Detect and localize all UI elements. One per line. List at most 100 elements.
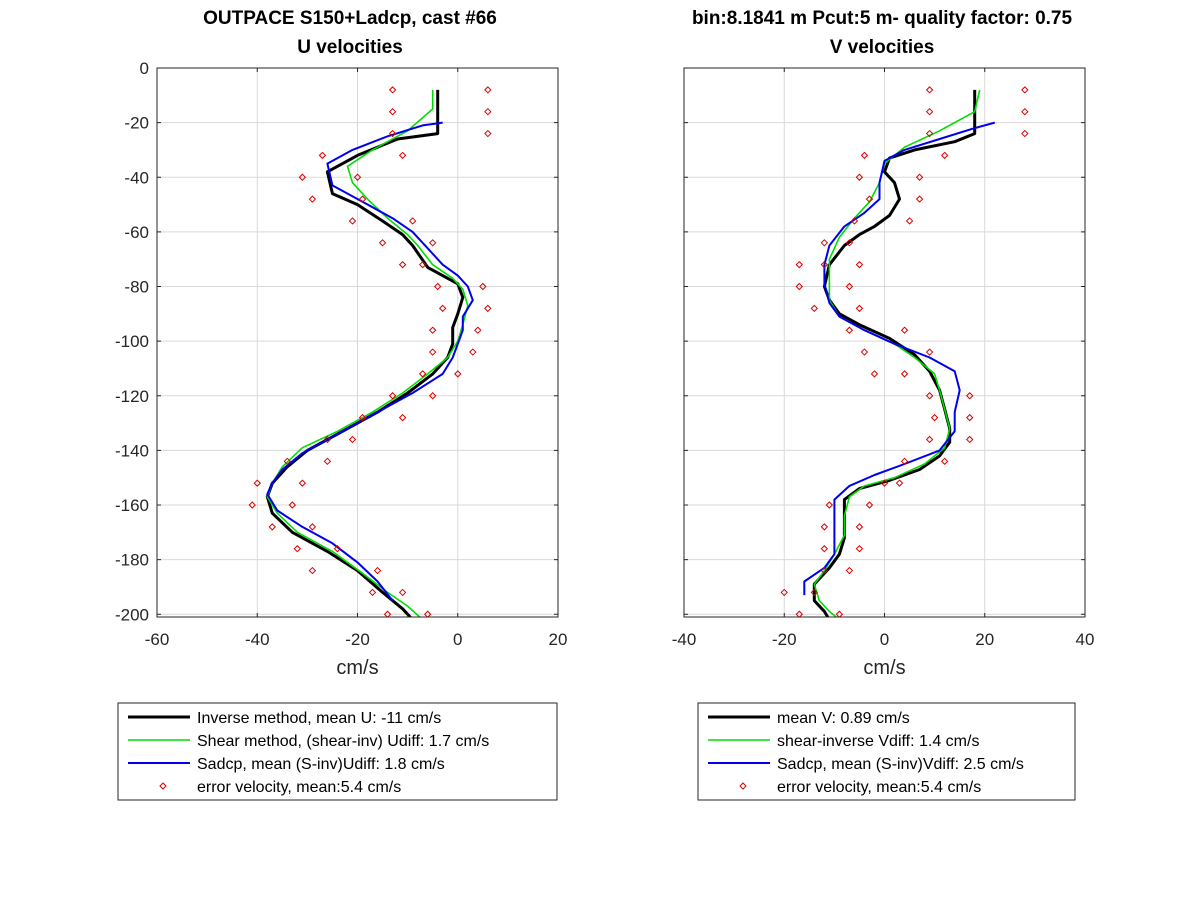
right-title-line1: bin:8.1841 m Pcut:5 m- quality factor: 0…	[692, 8, 1073, 29]
error-velocity-marker	[428, 326, 437, 334]
error-velocity-marker	[780, 588, 788, 597]
error-velocity-marker	[925, 86, 934, 94]
error-velocity-marker	[373, 566, 382, 575]
error-velocity-marker	[845, 239, 854, 247]
x-tick-label: 40	[1076, 630, 1095, 649]
error-velocity-marker	[925, 392, 934, 400]
axes: -40 -20 0 20 40 cm/s	[672, 67, 1095, 679]
error-velocity-marker	[880, 479, 889, 487]
error-velocity-marker	[398, 588, 407, 597]
error-velocity-marker	[845, 326, 854, 334]
error-velocity-marker	[865, 501, 874, 509]
error-velocity-marker	[348, 435, 357, 444]
legend-label-sadcp: Sadcp, mean (S-inv)Vdiff: 2.5 cm/s	[777, 756, 1024, 773]
error-velocity-marker	[423, 610, 432, 617]
y-tick-label: -160	[115, 496, 149, 515]
error-velocity-marker	[865, 195, 874, 203]
error-velocity-marker	[940, 151, 949, 160]
u-velocity-legend: Inverse method, mean U: -11 cm/s Shear me…	[117, 702, 558, 801]
error-velocity-marker	[388, 392, 397, 400]
error-velocity-marker	[469, 348, 477, 356]
error-velocity-marker	[298, 173, 307, 181]
error-velocity-marker	[353, 173, 362, 181]
error-velocity-marker	[323, 457, 332, 466]
right-title-line2: V velocities	[830, 37, 935, 58]
error-velocity-marker	[474, 326, 482, 334]
error-velocity-marker	[915, 195, 924, 203]
error-velocity-marker	[308, 523, 317, 531]
legend-marker-error	[739, 782, 747, 790]
error-velocity-marker	[293, 545, 302, 553]
y-tick-label: -180	[115, 551, 149, 570]
error-velocity-marker	[845, 566, 854, 575]
sadcp-profile-line	[266, 121, 474, 602]
error-velocity-marker	[900, 326, 909, 334]
grid-lines	[683, 67, 1086, 617]
error-velocity-marker	[418, 370, 427, 378]
shear-profile-line	[813, 89, 981, 617]
x-tick-label: -20	[345, 630, 370, 649]
error-velocity-marker	[439, 304, 447, 313]
error-velocity-marker	[253, 479, 261, 487]
error-velocity-marker	[388, 86, 397, 94]
error-velocity-marker	[820, 239, 829, 247]
error-velocity-marker	[845, 282, 854, 291]
error-velocity-marker	[428, 392, 437, 400]
error-velocity-marker	[484, 304, 492, 313]
plot-area	[248, 86, 492, 617]
error-velocity-marker	[408, 217, 417, 225]
error-velocity-marker	[820, 523, 829, 531]
error-velocity-marker	[795, 282, 803, 291]
legend-label-error: error velocity, mean:5.4 cm/s	[197, 779, 401, 796]
legend-label-inverse: mean V: 0.89 cm/s	[777, 710, 910, 727]
error-velocity-marker	[484, 107, 492, 116]
error-velocity-marker	[860, 348, 869, 356]
u-velocity-plot: -60 -40 -20 0 200-20-40-60-80-100-120-140-16…	[115, 59, 567, 679]
error-velocity-marker	[795, 260, 803, 269]
error-velocity-marker	[925, 435, 934, 444]
x-tick-label: 20	[549, 630, 568, 649]
error-velocity-marker	[940, 457, 949, 466]
error-velocity-marker	[966, 435, 974, 444]
error-velocity-marker	[855, 523, 864, 531]
error-velocity-marker	[855, 260, 864, 269]
error-velocity-marker	[810, 304, 819, 313]
x-axis-label: cm/s	[336, 657, 378, 679]
error-velocity-marker	[454, 370, 462, 378]
error-velocity-marker	[398, 151, 407, 160]
error-velocity-marker	[1021, 129, 1029, 138]
error-velocity-marker	[368, 588, 377, 597]
x-tick-label: -40	[672, 630, 697, 649]
error-velocity-marker	[825, 501, 834, 509]
error-velocity-marker	[855, 173, 864, 181]
x-axis-label: cm/s	[863, 657, 905, 679]
legend-label-shear: shear-inverse Vdiff: 1.4 cm/s	[777, 733, 979, 750]
error-velocity-marker	[398, 413, 407, 422]
error-velocity-marker	[388, 107, 397, 116]
error-velocity-marker	[1021, 86, 1029, 94]
error-velocity-marker	[248, 501, 256, 509]
error-velocity-marker	[268, 523, 276, 531]
y-tick-label: -120	[115, 387, 149, 406]
x-tick-label: 20	[975, 630, 994, 649]
v-velocity-plot: -40 -20 0 20 40 cm/s	[672, 67, 1095, 679]
error-velocity-marker	[966, 392, 974, 400]
sadcp-profile-line	[803, 121, 996, 596]
error-velocity-marker	[308, 195, 317, 203]
legend-marker-error	[159, 782, 167, 790]
error-velocity-marker	[479, 282, 487, 291]
error-velocity-marker	[855, 545, 864, 553]
error-velocity-marker	[835, 610, 844, 617]
error-velocity-marker	[323, 435, 332, 444]
error-velocity-marker	[820, 545, 829, 553]
error-velocity-marker	[855, 304, 864, 313]
error-velocity-marker	[388, 129, 397, 138]
y-tick-label: -20	[124, 114, 149, 133]
x-tick-label: -40	[245, 630, 270, 649]
error-velocity-marker	[966, 413, 974, 422]
legend-box	[697, 702, 1076, 801]
error-velocity-marker	[925, 129, 934, 138]
error-velocity-marker	[850, 217, 859, 225]
error-velocity-marker	[820, 260, 829, 269]
legend-label-error: error velocity, mean:5.4 cm/s	[777, 779, 981, 796]
